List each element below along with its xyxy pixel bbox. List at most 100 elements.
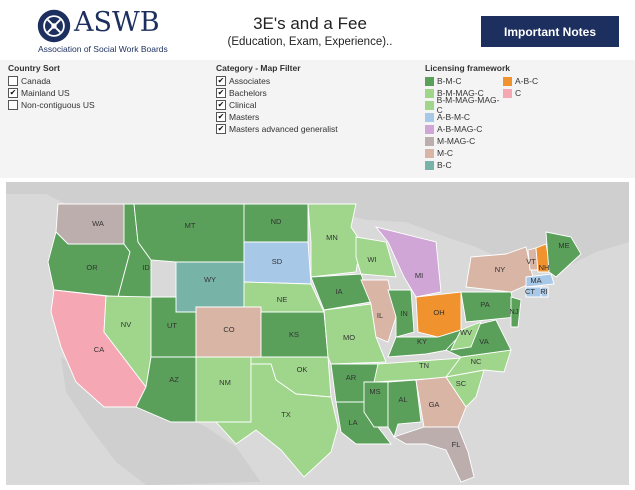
state-label-nm: NM: [219, 378, 231, 387]
state-label-nh: NH: [539, 263, 550, 272]
legend-item[interactable]: B-M-MAG-C: [425, 87, 503, 99]
state-label-or: OR: [86, 263, 98, 272]
category-option-clinical[interactable]: ✔ Clinical: [216, 100, 257, 110]
state-label-la: LA: [348, 418, 357, 427]
legend-label: B-M-MAG-MAG-C: [436, 95, 500, 115]
state-label-ks: KS: [289, 330, 299, 339]
legend-item[interactable]: A-B-MAG-C: [425, 123, 503, 135]
state-wv[interactable]: [450, 321, 482, 351]
us-state-map[interactable]: WA OR CA ID NV MT WY UT AZ CO NM ND SD NE KS OK TX MN IA MO…: [6, 182, 629, 485]
state-label-vt: VT: [526, 257, 536, 266]
state-ma[interactable]: [525, 273, 555, 288]
legend-item[interactable]: A-B-C: [503, 75, 538, 87]
state-wi[interactable]: [355, 236, 397, 278]
checkbox-checked[interactable]: ✔: [216, 88, 226, 98]
country-option-canada[interactable]: Canada: [8, 75, 95, 87]
state-label-ct: CT: [525, 287, 535, 296]
legend-title: Licensing framework: [425, 63, 511, 73]
country-sort-filter: Country Sort Canada ✔ Mainland US Non-con…: [8, 63, 95, 111]
checkbox-checked[interactable]: ✔: [216, 100, 226, 110]
state-label-co: CO: [223, 325, 234, 334]
state-label-tn: TN: [419, 361, 429, 370]
legend-swatch: [425, 148, 434, 158]
logo-wordmark: ASWB: [74, 7, 160, 38]
legend-swatch: [425, 88, 434, 98]
state-label-nd: ND: [271, 217, 282, 226]
state-me[interactable]: [545, 231, 582, 278]
state-label-wv: WV: [460, 328, 472, 337]
legend-item[interactable]: B-C: [425, 159, 503, 171]
state-label-ia: IA: [335, 287, 342, 296]
state-label-ne: NE: [277, 295, 287, 304]
state-label-sc: SC: [456, 379, 467, 388]
legend-item[interactable]: A-B-M-C: [425, 111, 503, 123]
category-option-masters-advanced-generalist[interactable]: ✔ Masters advanced generalist: [216, 124, 338, 134]
legend-label: M-C: [437, 148, 454, 158]
state-label-ga: GA: [429, 400, 440, 409]
legend-swatch: [425, 100, 434, 110]
state-label-ri: RI: [540, 287, 548, 296]
state-il[interactable]: [360, 279, 397, 343]
legend-swatch: [425, 76, 434, 86]
state-wy[interactable]: [175, 261, 245, 313]
aswb-logo-icon: [37, 9, 71, 43]
state-ri[interactable]: [540, 286, 549, 298]
state-al[interactable]: [387, 379, 422, 439]
category-option-bachelors[interactable]: ✔ Bachelors: [216, 88, 267, 98]
state-fl[interactable]: [392, 426, 475, 483]
state-label-ms: MS: [369, 387, 380, 396]
state-mt[interactable]: [133, 203, 245, 263]
checkbox[interactable]: [8, 76, 18, 86]
state-label-pa: PA: [480, 300, 489, 309]
state-label-ar: AR: [346, 373, 357, 382]
legend-item[interactable]: B-M-MAG-MAG-C: [425, 95, 503, 115]
checkbox-checked[interactable]: ✔: [216, 124, 226, 134]
state-label-nc: NC: [471, 357, 482, 366]
state-nm[interactable]: [195, 356, 252, 423]
checkbox-checked[interactable]: ✔: [8, 88, 18, 98]
logo-subtitle: Association of Social Work Boards: [38, 44, 168, 54]
licensing-framework-legend: Licensing framework B-M-C B-M-MAG-C B-M-MA…: [425, 63, 538, 171]
state-tx[interactable]: [214, 363, 339, 478]
state-label-az: AZ: [169, 375, 179, 384]
state-nj[interactable]: [510, 296, 522, 328]
state-label-oh: OH: [433, 308, 444, 317]
page-subtitle: (Education, Exam, Experience)..: [227, 36, 393, 48]
legend-swatch: [503, 76, 512, 86]
category-option-associates[interactable]: ✔ Associates: [216, 76, 271, 86]
legend-label: A-B-MAG-C: [437, 124, 483, 134]
legend-item[interactable]: B-M-C: [425, 75, 503, 87]
category-map-filter: Category - Map Filter ✔ Associates ✔ Bache…: [216, 63, 338, 135]
state-label-ok: OK: [297, 365, 308, 374]
state-label-nv: NV: [121, 320, 131, 329]
country-option-non-contiguous-us[interactable]: Non-contiguous US: [8, 99, 95, 111]
state-label-wy: WY: [204, 275, 216, 284]
state-wa[interactable]: [55, 203, 125, 245]
legend-label: A-B-M-C: [437, 112, 471, 122]
state-label-nj: NJ: [509, 307, 518, 316]
legend-swatch: [503, 88, 512, 98]
state-label-ny: NY: [495, 265, 505, 274]
checkbox-checked[interactable]: ✔: [216, 76, 226, 86]
country-option-mainland-us[interactable]: ✔ Mainland US: [8, 88, 70, 98]
legend-item[interactable]: C: [503, 87, 538, 99]
legend-label: A-B-C: [515, 76, 539, 86]
state-label-wa: WA: [92, 219, 104, 228]
map-canvas[interactable]: WA OR CA ID NV MT WY UT AZ CO NM ND SD NE KS OK TX MN IA MO…: [6, 182, 629, 485]
legend-item[interactable]: M-MAG-C: [425, 135, 503, 147]
legend-swatch: [425, 112, 434, 122]
state-ms[interactable]: [363, 381, 389, 428]
state-label-ca: CA: [94, 345, 104, 354]
state-label-mo: MO: [343, 333, 355, 342]
state-ga[interactable]: [415, 376, 467, 428]
legend-item[interactable]: M-C: [425, 147, 503, 159]
country-sort-title: Country Sort: [8, 63, 60, 73]
state-in[interactable]: [387, 289, 415, 338]
checkbox[interactable]: [8, 100, 18, 110]
header: ASWB Association of Social Work Boards 3…: [0, 0, 635, 60]
state-label-il: IL: [377, 311, 383, 320]
important-notes-button[interactable]: Important Notes: [481, 16, 619, 47]
category-option-masters[interactable]: ✔ Masters: [216, 112, 260, 122]
state-label-tx: TX: [281, 410, 291, 419]
checkbox-checked[interactable]: ✔: [216, 112, 226, 122]
